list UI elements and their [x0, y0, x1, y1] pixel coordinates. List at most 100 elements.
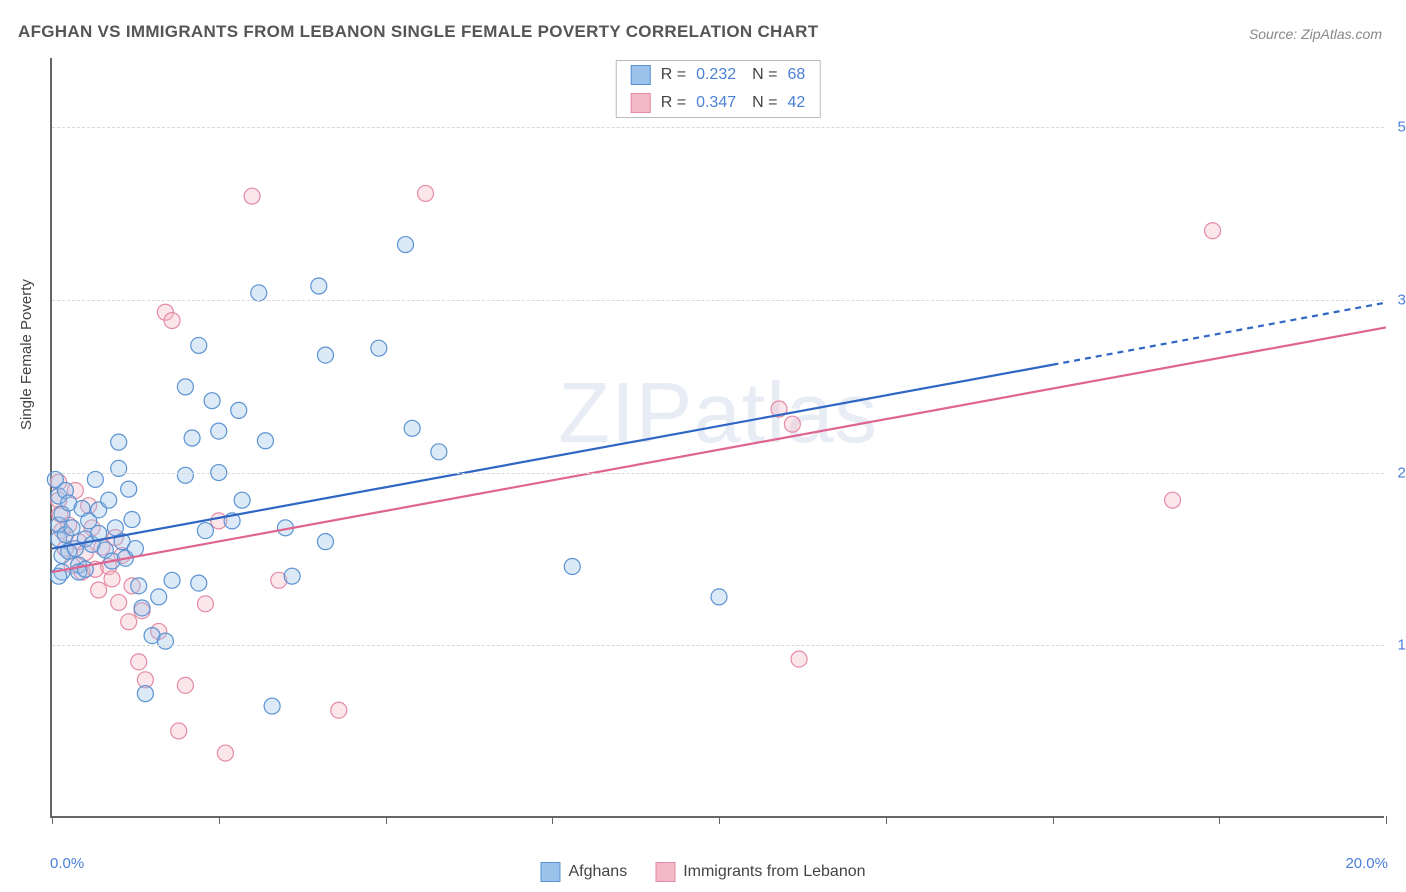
data-point — [197, 523, 213, 539]
data-point — [331, 702, 347, 718]
data-point — [784, 416, 800, 432]
x-tick — [52, 816, 53, 824]
trend-line — [52, 365, 1053, 549]
legend-n-label: N = — [752, 94, 777, 112]
data-point — [284, 568, 300, 584]
swatch-afghans — [631, 65, 651, 85]
data-point — [64, 520, 80, 536]
legend-r-label: R = — [661, 94, 686, 112]
correlation-legend: R = 0.232 N = 68 R = 0.347 N = 42 — [616, 60, 821, 118]
x-tick — [219, 816, 220, 824]
swatch-lebanon — [655, 862, 675, 882]
legend-label-lebanon: Immigrants from Lebanon — [683, 863, 865, 881]
swatch-afghans — [540, 862, 560, 882]
data-point — [217, 745, 233, 761]
legend-r-lebanon: 0.347 — [696, 94, 736, 112]
data-point — [431, 444, 447, 460]
trend-line — [52, 327, 1386, 572]
legend-r-label: R = — [661, 66, 686, 84]
swatch-lebanon — [631, 93, 651, 113]
chart-container: AFGHAN VS IMMIGRANTS FROM LEBANON SINGLE… — [0, 0, 1406, 892]
data-point — [134, 600, 150, 616]
x-tick — [552, 816, 553, 824]
gridline — [52, 127, 1384, 128]
data-point — [311, 278, 327, 294]
data-point — [184, 430, 200, 446]
gridline — [52, 645, 1384, 646]
data-point — [131, 654, 147, 670]
x-tick — [1386, 816, 1387, 824]
plot-area: ZIPatlas R = 0.232 N = 68 R = 0.347 N = … — [50, 58, 1384, 818]
data-point — [157, 633, 173, 649]
legend-item-afghans: Afghans — [540, 862, 627, 882]
legend-n-label: N = — [752, 66, 777, 84]
legend-row-afghans: R = 0.232 N = 68 — [617, 61, 820, 89]
x-tick — [386, 816, 387, 824]
data-point — [398, 237, 414, 253]
x-tick — [1219, 816, 1220, 824]
data-point — [234, 492, 250, 508]
data-point — [137, 686, 153, 702]
legend-label-afghans: Afghans — [568, 863, 627, 881]
data-point — [91, 582, 107, 598]
y-tick-label: 12.5% — [1397, 637, 1406, 654]
data-point — [124, 512, 140, 528]
data-point — [1205, 223, 1221, 239]
data-point — [231, 402, 247, 418]
data-point — [317, 347, 333, 363]
data-point — [111, 434, 127, 450]
data-point — [131, 578, 147, 594]
y-tick-label: 50.0% — [1397, 119, 1406, 136]
data-point — [164, 313, 180, 329]
data-point — [151, 589, 167, 605]
data-point — [87, 471, 103, 487]
data-point — [121, 614, 137, 630]
data-point — [251, 285, 267, 301]
data-point — [111, 460, 127, 476]
data-point — [257, 433, 273, 449]
data-point — [77, 561, 93, 577]
gridline — [52, 473, 1384, 474]
data-point — [211, 423, 227, 439]
legend-n-lebanon: 42 — [787, 94, 805, 112]
data-point — [177, 677, 193, 693]
data-point — [564, 559, 580, 575]
y-tick-label: 25.0% — [1397, 464, 1406, 481]
data-point — [791, 651, 807, 667]
x-tick — [719, 816, 720, 824]
data-point — [1165, 492, 1181, 508]
x-tick — [1053, 816, 1054, 824]
legend-r-afghans: 0.232 — [696, 66, 736, 84]
data-point — [177, 379, 193, 395]
gridline — [52, 300, 1384, 301]
data-point — [418, 185, 434, 201]
data-point — [204, 393, 220, 409]
data-point — [317, 534, 333, 550]
y-axis-title: Single Female Poverty — [18, 279, 35, 430]
y-tick-label: 37.5% — [1397, 291, 1406, 308]
trend-line — [1053, 303, 1387, 365]
legend-row-lebanon: R = 0.347 N = 42 — [617, 89, 820, 117]
series-legend: Afghans Immigrants from Lebanon — [540, 862, 865, 882]
data-point — [191, 575, 207, 591]
data-point — [191, 337, 207, 353]
data-point — [104, 571, 120, 587]
legend-item-lebanon: Immigrants from Lebanon — [655, 862, 865, 882]
data-point — [711, 589, 727, 605]
data-point — [111, 594, 127, 610]
data-point — [121, 481, 137, 497]
data-point — [264, 698, 280, 714]
data-point — [164, 572, 180, 588]
source-label: Source: ZipAtlas.com — [1249, 26, 1382, 42]
x-tick-label: 0.0% — [50, 855, 84, 872]
legend-n-afghans: 68 — [787, 66, 805, 84]
data-point — [371, 340, 387, 356]
scatter-svg — [52, 58, 1384, 816]
x-tick — [886, 816, 887, 824]
data-point — [127, 541, 143, 557]
chart-title: AFGHAN VS IMMIGRANTS FROM LEBANON SINGLE… — [18, 22, 818, 42]
data-point — [171, 723, 187, 739]
data-point — [177, 467, 193, 483]
x-tick-label: 20.0% — [1345, 855, 1388, 872]
data-point — [404, 420, 420, 436]
